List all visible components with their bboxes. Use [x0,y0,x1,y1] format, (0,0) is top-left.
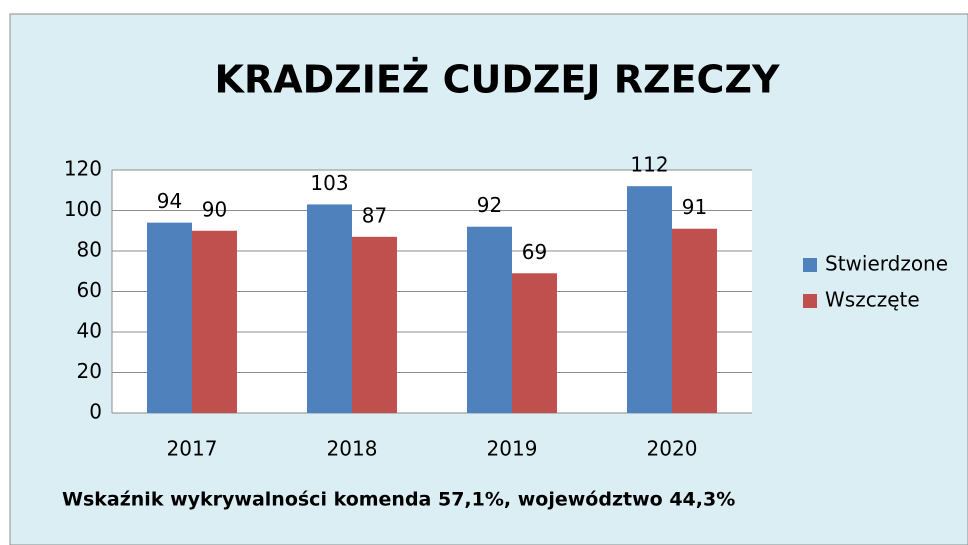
y-tick-label: 120 [64,157,102,181]
legend-swatch [803,258,817,272]
y-tick-label: 20 [77,359,102,383]
chart-title: KRADZIEŻ CUDZEJ RZECZY [215,58,780,102]
y-tick-label: 40 [77,319,102,343]
data-label: 103 [310,171,348,195]
bar [352,236,397,413]
x-tick-label: 2020 [647,437,698,461]
bar [672,228,717,413]
y-tick-label: 100 [64,197,102,221]
legend-label: Stwierdzone [825,252,948,276]
bar [147,222,192,413]
data-label: 69 [522,240,547,264]
data-label: 87 [362,203,387,227]
data-label: 94 [157,189,182,213]
bar [512,273,557,413]
data-label: 91 [682,195,707,219]
data-label: 112 [630,153,668,177]
data-label: 90 [202,197,227,221]
y-tick-label: 0 [89,400,102,424]
legend-swatch [803,294,817,308]
bar [192,230,237,413]
bar [467,226,512,413]
x-tick-label: 2018 [327,437,378,461]
y-tick-label: 80 [77,238,102,262]
x-tick-label: 2019 [487,437,538,461]
legend-label: Wszczęte [825,288,920,312]
bar [307,204,352,413]
bar [627,186,672,413]
annotation: Wskaźnik wykrywalności komenda 57,1%, wo… [62,489,735,511]
x-tick-label: 2017 [167,437,218,461]
data-label: 92 [477,193,502,217]
y-tick-label: 60 [77,278,102,302]
